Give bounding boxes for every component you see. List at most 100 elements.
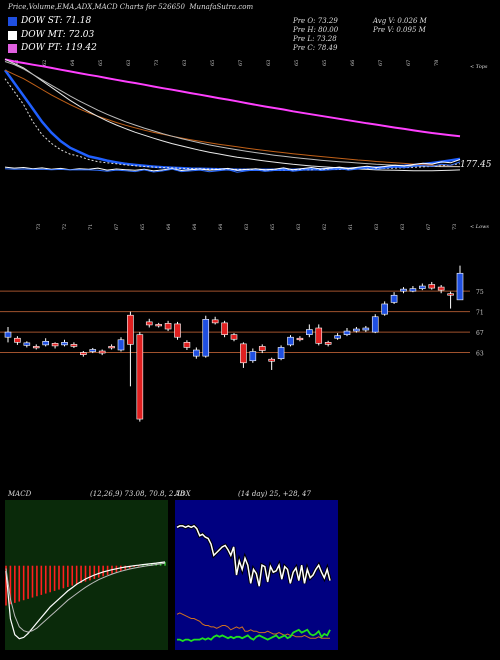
macd-signal-line xyxy=(5,562,166,633)
candle-body xyxy=(447,293,454,296)
candle-body xyxy=(202,319,210,357)
legend-label-st: DOW ST: 71.18 xyxy=(21,16,92,26)
candle-body xyxy=(334,335,341,339)
candle-body xyxy=(108,346,115,349)
ema-line-orange xyxy=(4,69,461,168)
ema-top-labels: 63 62 64 65 63 73 63 65 67 63 65 65 66 67 67 78 xyxy=(14,60,440,66)
candle-body xyxy=(353,328,360,332)
candle-body xyxy=(98,350,106,354)
adx-label: ADX xyxy=(175,490,191,498)
legend-dow-st: DOW ST: 71.18 xyxy=(8,16,91,26)
avg-volume: Avg V: 0.026 M xyxy=(373,17,427,25)
candle-body xyxy=(381,303,388,315)
price-top-label: 73 xyxy=(452,224,458,230)
ema-line-white2 xyxy=(4,61,460,168)
price-top-label: 64 xyxy=(166,224,172,230)
candle-body xyxy=(409,288,417,292)
candle-body xyxy=(23,342,31,346)
ema-top-label: 67 xyxy=(406,60,412,66)
ema-top-label: 78 xyxy=(434,60,440,66)
adx-series xyxy=(176,523,332,643)
macd-values: (12,26,9) 73.08, 70.8, 2.78 xyxy=(90,490,185,498)
ema-top-label: 65 xyxy=(210,60,216,66)
price-top-label: 64 xyxy=(218,224,224,230)
ema-top-label: 65 xyxy=(322,60,328,66)
candle-body xyxy=(221,322,228,335)
candle-body xyxy=(70,344,78,347)
candle-body xyxy=(287,336,294,346)
candle-body xyxy=(230,334,238,340)
price-top-label: 63 xyxy=(400,224,406,230)
prev-low: Pre L: 73.28 xyxy=(293,35,337,43)
candle-body xyxy=(419,285,426,289)
candle-body xyxy=(117,339,125,351)
price-top-label: 63 xyxy=(374,224,380,230)
ema-top-label: 63 xyxy=(182,60,188,66)
site-name: MunafaSutra.com xyxy=(189,3,254,11)
candle-body xyxy=(42,341,49,346)
candle-body xyxy=(51,343,59,347)
ema-top-label: 67 xyxy=(238,60,244,66)
candle-body xyxy=(315,327,323,344)
candle-body xyxy=(277,347,285,359)
chart-title-text: Price,Volume,EMA,ADX,MACD Charts for 526… xyxy=(8,3,185,11)
ema-top-label: 66 xyxy=(350,60,356,66)
price-top-label: 71 xyxy=(88,224,94,230)
ema-line-price_white xyxy=(4,159,461,172)
candle-body xyxy=(258,346,266,351)
ema-lines xyxy=(3,58,461,173)
price-level-label: 71 xyxy=(476,310,484,317)
price-right-label: < Lows xyxy=(470,224,489,230)
price-level-label: 67 xyxy=(476,330,484,337)
candle-body xyxy=(32,346,40,349)
candle-body xyxy=(127,314,134,345)
adx-minus-di-line xyxy=(176,612,330,639)
ema-top-label: 65 xyxy=(98,60,104,66)
ema-top-label: 73 xyxy=(154,60,160,66)
prev-high: Pre H: 80.00 xyxy=(293,26,339,34)
candle-body xyxy=(145,321,153,326)
price-top-label: 72 xyxy=(62,224,68,230)
candle-body xyxy=(136,334,144,420)
candle-body xyxy=(249,351,257,362)
candle-body xyxy=(306,329,313,335)
legend-dow-mt: DOW MT: 72.03 xyxy=(8,30,94,40)
candle-body xyxy=(4,331,12,338)
ema-top-label: 65 xyxy=(294,60,300,66)
candle-body xyxy=(437,286,445,291)
price-top-label: 64 xyxy=(192,224,198,230)
candle-body xyxy=(61,342,68,346)
candle-body xyxy=(324,342,332,345)
candle-body xyxy=(211,319,219,324)
price-top-label: 65 xyxy=(140,224,146,230)
prev-volume: Pre V: 0.095 M xyxy=(373,26,426,34)
ema-line-magenta xyxy=(4,58,461,138)
chart-title: Price,Volume,EMA,ADX,MACD Charts for 526… xyxy=(8,3,253,11)
candles xyxy=(4,265,464,422)
price-top-label: 65 xyxy=(270,224,276,230)
adx-line xyxy=(176,524,331,587)
candle-body xyxy=(155,324,162,327)
price-top-label: 67 xyxy=(426,224,432,230)
adx-values: (14 day) 25, +28, 47 xyxy=(238,490,311,498)
ema-top-label: 67 xyxy=(378,60,384,66)
ema-right-label: < Tops xyxy=(470,64,488,70)
candle-body xyxy=(362,327,370,331)
adx-plus-di-line xyxy=(177,628,331,643)
legend-swatch-pt xyxy=(8,43,17,53)
price-top-label: 63 xyxy=(296,224,302,230)
price-top-label: 73 xyxy=(36,224,42,230)
legend-swatch-st xyxy=(8,16,17,26)
price-top-label: 61 xyxy=(348,224,354,230)
candle-body xyxy=(174,323,181,338)
candle-body xyxy=(390,294,398,303)
legend-label-mt: DOW MT: 72.03 xyxy=(21,30,95,40)
candle-body xyxy=(400,288,407,292)
ema-line-price_blue xyxy=(4,161,461,173)
macd-line xyxy=(5,561,166,640)
candle-body xyxy=(164,323,172,330)
ema-last-value: 177.45 xyxy=(460,160,492,170)
macd-series xyxy=(5,561,166,640)
price-levels: 75 71 67 63 xyxy=(0,289,484,358)
